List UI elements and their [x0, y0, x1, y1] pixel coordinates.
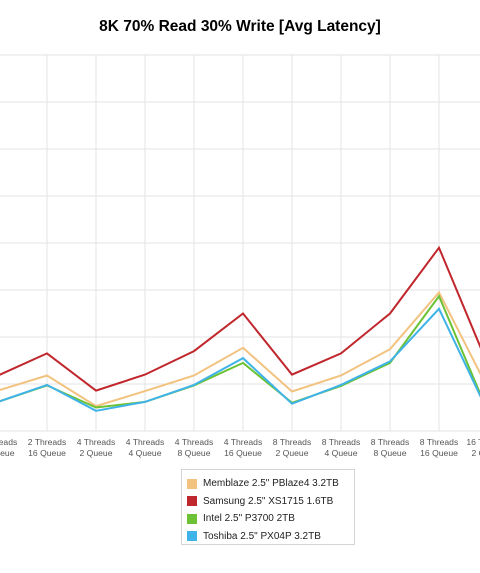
x-tick-label: 4 Threads: [77, 437, 116, 447]
x-tick-label: 4 Threads: [175, 437, 214, 447]
x-tick-label: 4 Threads: [224, 437, 263, 447]
series-line: [0, 294, 480, 409]
x-tick-label: 4 Threads: [126, 437, 165, 447]
x-tick-label: 4 Queue: [129, 448, 162, 458]
x-tick-label: 16 Threads: [466, 437, 480, 447]
x-tick-label: 8 Threads: [273, 437, 312, 447]
x-tick-label: 2 Threads: [28, 437, 67, 447]
x-tick-label: 2 Threads: [0, 437, 17, 447]
series-line: [0, 290, 480, 408]
legend-item: Samsung 2.5" XS1715 1.6TB: [187, 493, 354, 511]
legend-label: Samsung 2.5" XS1715 1.6TB: [203, 495, 334, 507]
legend-label: Intel 2.5" P3700 2TB: [203, 513, 295, 525]
legend-item: Intel 2.5" P3700 2TB: [187, 510, 354, 528]
x-tick-label: 2 Queue: [472, 448, 480, 458]
series-lines: [0, 245, 480, 412]
legend-swatch: [187, 496, 197, 507]
x-tick-label: 16 Queue: [420, 448, 458, 458]
x-tick-label: 2 Queue: [80, 448, 113, 458]
x-tick-label: 8 Threads: [420, 437, 459, 447]
x-tick-label: 2 Queue: [0, 448, 15, 458]
grid: [0, 54, 480, 432]
legend-swatch: [187, 513, 197, 524]
legend-swatch: [187, 531, 197, 542]
x-tick-label: 8 Queue: [178, 448, 211, 458]
legend-item: Memblaze 2.5" PBlaze4 3.2TB: [187, 475, 354, 493]
legend-swatch: [187, 478, 197, 489]
series-line: [0, 245, 480, 392]
legend-label: Memblaze 2.5" PBlaze4 3.2TB: [203, 478, 339, 490]
chart-title: 8K 70% Read 30% Write [Avg Latency]: [99, 18, 381, 35]
x-tick-label: 16 Queue: [28, 448, 66, 458]
x-tick-label: 4 Queue: [325, 448, 358, 458]
series-line: [0, 307, 480, 412]
legend: Memblaze 2.5" PBlaze4 3.2TB Samsung 2.5" …: [181, 469, 355, 545]
legend-item: Toshiba 2.5" PX04P 3.2TB: [187, 528, 354, 546]
x-tick-label: 2 Queue: [276, 448, 309, 458]
x-tick-label: 8 Queue: [374, 448, 407, 458]
x-tick-label: 8 Threads: [322, 437, 361, 447]
legend-label: Toshiba 2.5" PX04P 3.2TB: [203, 530, 321, 542]
x-tick-label: 8 Threads: [371, 437, 410, 447]
x-tick-label: 16 Queue: [224, 448, 262, 458]
